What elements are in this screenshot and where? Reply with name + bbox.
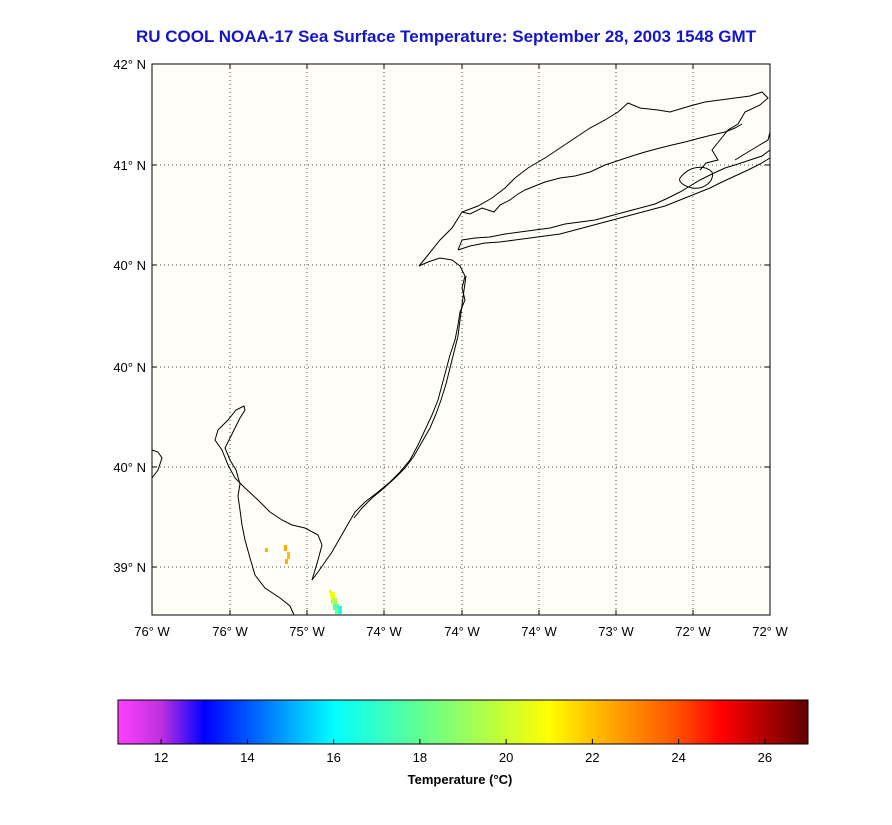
sst-pixel [338,606,342,614]
sst-pixel [285,559,288,564]
sst-pixel [333,604,339,610]
sst-pixel [330,592,335,598]
x-tick-label: 72° W [675,624,711,639]
coastline [151,91,771,616]
long-island-north-shore [457,149,771,251]
sst-pixel [284,545,287,551]
x-tick-label: 74° W [366,624,402,639]
colorbar-tick-label: 12 [154,750,168,765]
sst-pixel [265,548,268,552]
x-tick-label: 72° W [752,624,788,639]
colorbar-tick-label: 14 [240,750,254,765]
montauk [734,131,771,161]
x-tick-label: 76° W [134,624,170,639]
x-axis-ticks: 76° W 76° W 75° W 74° W 74° W 74° W 73° W 72° W… [134,64,788,639]
delaware-bay-shore [214,405,323,616]
map-frame [151,63,771,616]
y-tick-label: 40° N [113,460,146,475]
barrier-islands [353,275,467,519]
x-tick-label: 74° W [444,624,480,639]
x-tick-label: 73° W [598,624,634,639]
gridlines [152,64,770,615]
long-island-south-shore [457,157,771,251]
delaware-west-shore [151,449,163,479]
y-tick-label: 40° N [113,258,146,273]
peconic-bay [679,166,714,189]
sst-pixel [329,590,332,593]
colorbar-tick-label: 22 [585,750,599,765]
colorbar-tick-label: 20 [499,750,513,765]
x-tick-label: 74° W [521,624,557,639]
long-island-sound-north-shore [418,91,769,267]
sst-pixel [287,552,290,559]
y-tick-label: 41° N [113,158,146,173]
colorbar-ticks: 12 14 16 18 20 22 24 26 [154,739,772,765]
sst-patches [265,545,342,614]
sst-pixel [331,598,337,604]
new-jersey-coast [311,257,466,581]
colorbar-label: Temperature (°C) [408,772,513,787]
y-tick-label: 40° N [113,360,146,375]
x-tick-label: 76° W [212,624,248,639]
colorbar-tick-label: 18 [413,750,427,765]
colorbar [117,699,809,745]
map-background [152,64,770,615]
colorbar-tick-label: 26 [758,750,772,765]
colorbar-tick-label: 16 [326,750,340,765]
colorbar-tick-label: 24 [671,750,685,765]
connecticut-coast-detail [461,123,743,215]
y-tick-label: 42° N [113,57,146,72]
y-axis-ticks: 42° N 41° N 40° N 40° N 40° N 39° N [113,57,770,575]
x-tick-label: 75° W [289,624,325,639]
chart-title: RU COOL NOAA-17 Sea Surface Temperature:… [135,27,757,46]
y-tick-label: 39° N [113,560,146,575]
